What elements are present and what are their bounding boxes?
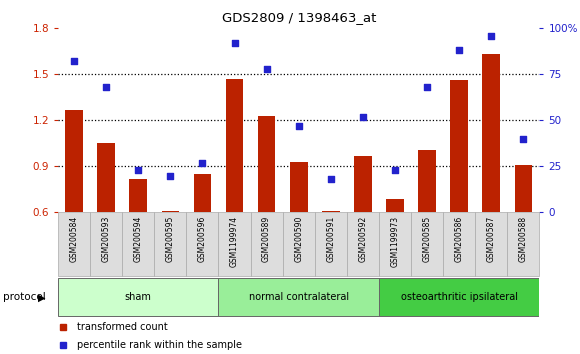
Bar — [226, 79, 244, 304]
Bar — [315, 212, 347, 276]
Point — [166, 173, 175, 178]
Bar — [258, 116, 275, 304]
Bar — [443, 212, 475, 276]
Bar — [354, 156, 372, 304]
Bar — [186, 212, 219, 276]
Bar — [154, 212, 186, 276]
Bar — [379, 278, 539, 316]
Point — [198, 160, 207, 166]
Bar — [483, 55, 500, 304]
Bar — [65, 110, 83, 304]
Point — [519, 136, 528, 142]
Text: GSM200587: GSM200587 — [487, 216, 496, 262]
Point — [358, 114, 368, 120]
Bar — [508, 212, 539, 276]
Text: GSM200591: GSM200591 — [327, 216, 335, 262]
Point — [487, 33, 496, 39]
Bar — [219, 278, 379, 316]
Text: osteoarthritic ipsilateral: osteoarthritic ipsilateral — [401, 292, 518, 302]
Bar — [58, 278, 219, 316]
Point — [262, 66, 271, 72]
Bar — [129, 179, 147, 304]
Point — [294, 123, 303, 129]
Bar — [97, 143, 115, 304]
Bar — [58, 212, 90, 276]
Text: GSM200590: GSM200590 — [294, 216, 303, 262]
Bar — [251, 212, 282, 276]
Bar — [418, 149, 436, 304]
Bar — [194, 174, 211, 304]
Text: GSM200588: GSM200588 — [519, 216, 528, 262]
Text: GSM200589: GSM200589 — [262, 216, 271, 262]
Bar — [290, 162, 307, 304]
Bar — [514, 165, 532, 304]
Title: GDS2809 / 1398463_at: GDS2809 / 1398463_at — [222, 11, 376, 24]
Bar — [90, 212, 122, 276]
Bar — [386, 199, 404, 304]
Text: ▶: ▶ — [38, 292, 45, 302]
Bar — [161, 211, 179, 304]
Text: GSM200586: GSM200586 — [455, 216, 463, 262]
Point — [102, 84, 111, 90]
Text: GSM200595: GSM200595 — [166, 216, 175, 262]
Text: normal contralateral: normal contralateral — [249, 292, 349, 302]
Text: percentile rank within the sample: percentile rank within the sample — [77, 340, 242, 350]
Point — [422, 84, 432, 90]
Bar — [475, 212, 508, 276]
Point — [326, 176, 335, 182]
Text: GSM200592: GSM200592 — [358, 216, 367, 262]
Text: GSM200593: GSM200593 — [102, 216, 111, 262]
Text: GSM200596: GSM200596 — [198, 216, 207, 262]
Bar — [347, 212, 379, 276]
Point — [133, 167, 143, 173]
Text: GSM200585: GSM200585 — [423, 216, 432, 262]
Text: GSM1199973: GSM1199973 — [390, 216, 400, 267]
Point — [390, 167, 400, 173]
Text: protocol: protocol — [3, 292, 46, 302]
Text: GSM200594: GSM200594 — [134, 216, 143, 262]
Text: transformed count: transformed count — [77, 322, 168, 332]
Bar — [282, 212, 315, 276]
Bar — [219, 212, 251, 276]
Point — [230, 40, 239, 46]
Bar — [411, 212, 443, 276]
Point — [455, 47, 464, 53]
Bar — [322, 211, 340, 304]
Bar — [450, 80, 468, 304]
Text: sham: sham — [125, 292, 152, 302]
Text: GSM1199974: GSM1199974 — [230, 216, 239, 267]
Bar — [379, 212, 411, 276]
Point — [70, 59, 79, 64]
Bar — [122, 212, 154, 276]
Text: GSM200584: GSM200584 — [70, 216, 78, 262]
